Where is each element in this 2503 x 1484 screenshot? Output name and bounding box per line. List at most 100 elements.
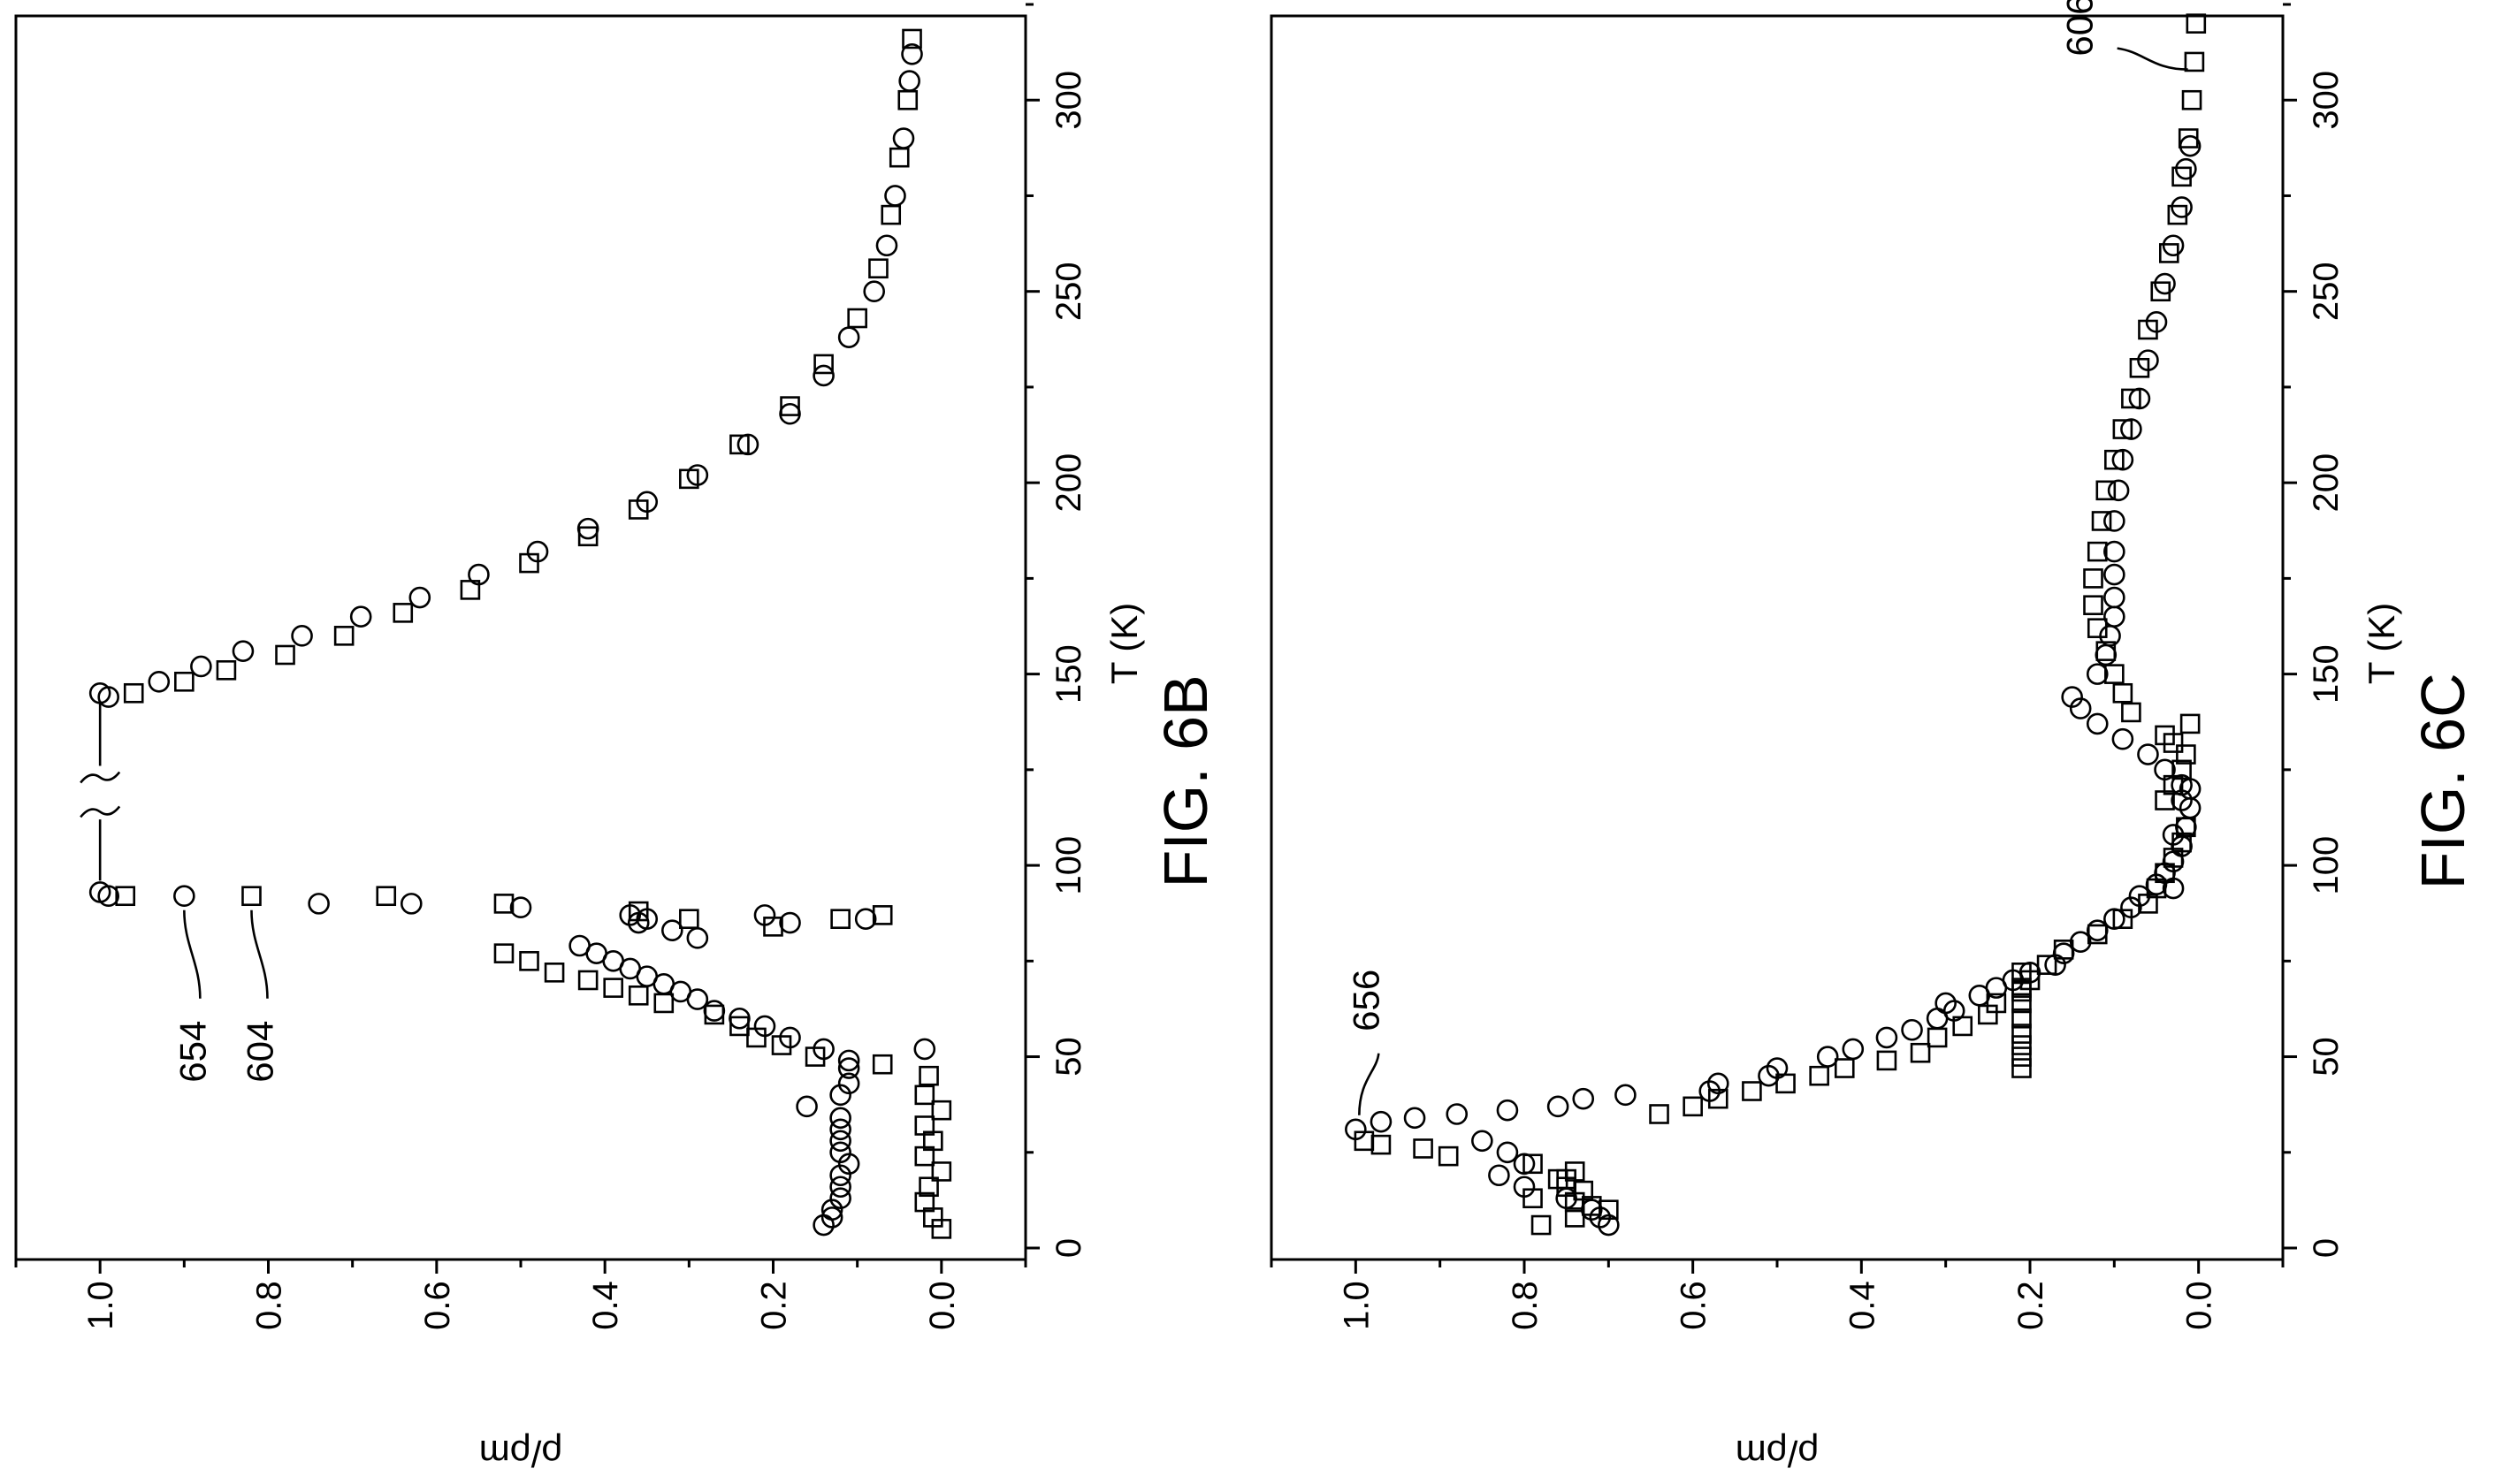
data-point-circle xyxy=(796,1095,818,1118)
data-point-circle xyxy=(1816,1046,1839,1068)
data-point-square xyxy=(914,1115,935,1136)
series-square xyxy=(115,28,952,1239)
callout-label: 606 xyxy=(2059,0,2101,57)
y-axis-label: ρ/ρm xyxy=(479,1433,562,1474)
x-tick-label: 100 xyxy=(1049,836,1088,895)
x-tick-label: 250 xyxy=(2307,262,2346,321)
data-point-square xyxy=(1581,1196,1602,1216)
data-point-square xyxy=(868,258,889,279)
data-point-square xyxy=(2011,1058,2032,1078)
data-point-square xyxy=(2121,388,2141,409)
data-point-square xyxy=(2011,978,2032,998)
data-point-square xyxy=(628,985,649,1006)
x-tick-label: 200 xyxy=(1049,453,1088,513)
data-point-square xyxy=(493,894,515,914)
data-point-square xyxy=(2011,1024,2032,1044)
data-point-circle xyxy=(291,625,313,647)
data-point-circle xyxy=(892,127,915,149)
data-point-circle xyxy=(2061,686,2083,708)
data-point-square xyxy=(1910,1042,1931,1063)
data-point-square xyxy=(577,970,599,991)
data-point-circle xyxy=(232,640,255,662)
data-point-square xyxy=(2091,511,2112,531)
data-point-circle xyxy=(2086,712,2109,735)
data-point-square xyxy=(2083,595,2103,616)
data-point-square xyxy=(1683,1096,1703,1117)
data-point-circle xyxy=(829,1130,851,1153)
data-point-circle xyxy=(190,655,212,678)
data-point-square xyxy=(2087,541,2108,562)
data-point-circle xyxy=(1546,1095,1569,1118)
data-point-square xyxy=(1413,1138,1433,1159)
data-point-square xyxy=(813,354,834,375)
data-point-square xyxy=(460,580,481,600)
data-point-square xyxy=(2112,419,2133,439)
data-point-circle xyxy=(2154,272,2176,295)
data-point-square xyxy=(704,1004,725,1025)
data-point-square xyxy=(2129,357,2150,378)
x-tick-label: 50 xyxy=(2307,1037,2346,1077)
data-point-circle xyxy=(2086,663,2109,685)
data-point-circle xyxy=(2103,510,2125,532)
data-point-square xyxy=(805,1046,826,1067)
data-point-square xyxy=(902,28,922,49)
data-point-square xyxy=(2036,955,2057,975)
data-point-square xyxy=(174,671,195,692)
data-point-square xyxy=(2011,1008,2032,1029)
data-point-circle xyxy=(898,70,920,92)
data-point-square xyxy=(771,1035,792,1055)
data-point-circle xyxy=(2175,157,2197,180)
data-point-circle xyxy=(1758,1064,1780,1087)
series-square xyxy=(1354,13,2207,1236)
data-point-square xyxy=(1438,1145,1459,1167)
data-point-square xyxy=(2176,817,2196,838)
data-point-square xyxy=(2104,449,2125,470)
data-point-square xyxy=(2178,128,2199,148)
data-point-square xyxy=(1986,993,2007,1014)
data-point-square xyxy=(2053,940,2074,960)
data-point-circle xyxy=(660,919,683,941)
data-point-square xyxy=(1530,1214,1552,1236)
data-point-square xyxy=(275,644,295,666)
y-tick-label: 0.6 xyxy=(1675,1281,1713,1330)
data-point-circle xyxy=(884,185,906,207)
data-point-circle xyxy=(829,1176,851,1199)
data-point-square xyxy=(679,468,699,490)
data-point-square xyxy=(577,526,599,547)
data-point-square xyxy=(1707,1088,1728,1109)
data-point-square xyxy=(2112,682,2133,704)
data-point-circle xyxy=(2103,605,2125,628)
x-tick-label: 0 xyxy=(1049,1238,1088,1258)
data-point-circle xyxy=(1598,1214,1620,1237)
panel-fig-6c: 0 50 100 150 200 250 300 0.0 0.2 0.4 0.6 0.8 1.0 T (K… xyxy=(1270,0,2477,1474)
data-point-square xyxy=(2095,480,2117,501)
y-tick-label: 0.0 xyxy=(923,1281,962,1330)
data-point-circle xyxy=(1580,1199,1603,1221)
data-point-square xyxy=(1775,1073,1796,1094)
data-point-circle xyxy=(1706,1072,1729,1095)
data-point-circle xyxy=(837,326,860,348)
data-point-square xyxy=(2155,725,2175,746)
data-point-square xyxy=(919,1065,939,1086)
data-point-square xyxy=(1834,1058,1855,1078)
callout-leader xyxy=(1358,1053,1380,1115)
data-point-circle xyxy=(1488,1164,1510,1187)
x-axis-label: T (K) xyxy=(1103,603,1145,685)
data-point-circle xyxy=(1875,1026,1898,1049)
data-point-square xyxy=(1927,1027,1948,1048)
data-point-circle xyxy=(837,1072,860,1095)
series-circle xyxy=(1345,134,2202,1237)
data-point-circle xyxy=(1572,1087,1595,1110)
data-point-square xyxy=(2171,166,2192,187)
data-point-square xyxy=(2087,924,2108,945)
y-tick-label: 1.0 xyxy=(81,1281,120,1330)
data-point-square xyxy=(2011,1046,2032,1067)
data-point-circle xyxy=(173,885,195,908)
data-point-square xyxy=(2171,832,2192,853)
data-point-circle xyxy=(576,517,599,540)
data-point-square xyxy=(653,993,675,1014)
data-point-square xyxy=(519,951,539,971)
data-point-circle xyxy=(703,1000,726,1022)
data-point-square xyxy=(830,909,851,929)
data-point-square xyxy=(2112,909,2133,929)
